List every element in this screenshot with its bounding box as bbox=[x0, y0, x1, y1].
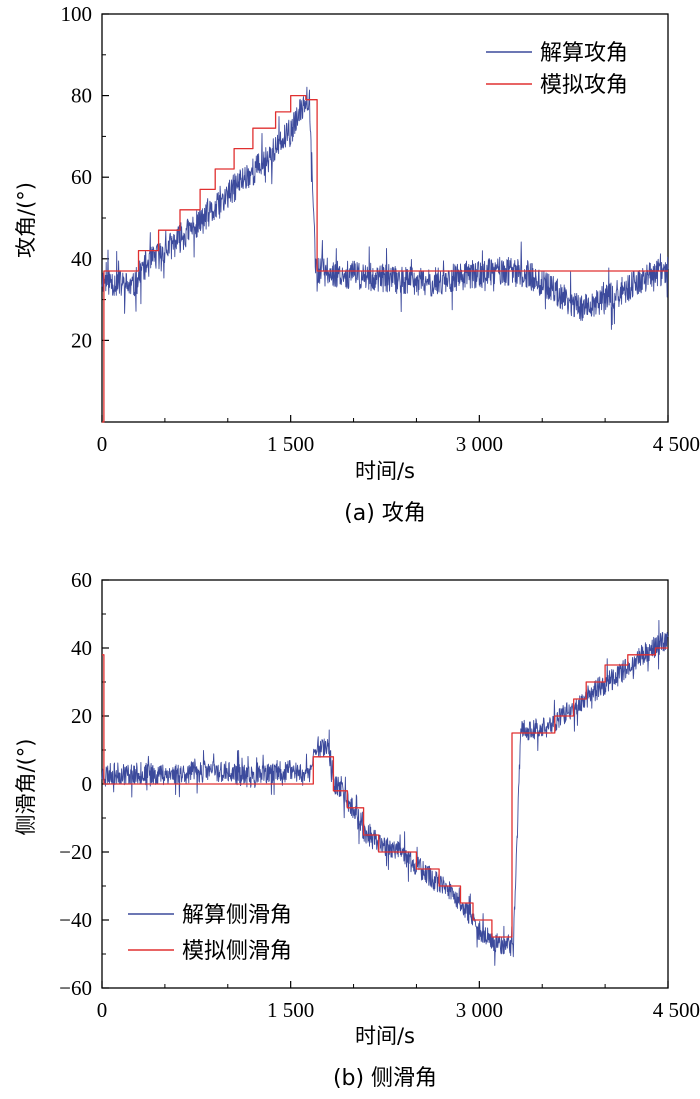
x-axis: 0 1 500 3 000 4 500 bbox=[97, 981, 700, 1022]
y-tick-label: 60 bbox=[71, 165, 92, 189]
y-axis-title: 侧滑角/(°) bbox=[14, 739, 38, 836]
series-group bbox=[101, 619, 669, 966]
series-line-simulated bbox=[102, 94, 668, 423]
legend-label-solved: 解算攻角 bbox=[540, 41, 628, 66]
x-tick-label: 1 500 bbox=[267, 432, 314, 456]
legend: 解算侧滑角 模拟侧滑角 bbox=[128, 903, 292, 964]
y-tick-label: −60 bbox=[59, 976, 92, 1000]
x-tick-label: 4 500 bbox=[653, 432, 700, 456]
x-tick-label: 0 bbox=[97, 998, 108, 1022]
y-tick-label: 0 bbox=[82, 772, 93, 796]
y-axis-title: 攻角/(°) bbox=[14, 182, 38, 258]
x-tick-label: 1 500 bbox=[267, 998, 314, 1022]
y-tick-label: 80 bbox=[71, 84, 92, 108]
legend: 解算攻角 模拟攻角 bbox=[486, 41, 628, 98]
x-tick-label: 4 500 bbox=[653, 998, 700, 1022]
y-tick-label: 40 bbox=[71, 247, 92, 271]
legend-label-simulated: 模拟攻角 bbox=[540, 73, 628, 98]
series-line-simulated bbox=[102, 647, 668, 938]
series-line-solved bbox=[101, 86, 669, 330]
y-axis: −60 −40 −20 0 20 40 60 bbox=[59, 568, 109, 1000]
y-tick-label: −20 bbox=[59, 840, 92, 864]
y-tick-label: 40 bbox=[71, 636, 92, 660]
legend-label-solved: 解算侧滑角 bbox=[182, 903, 292, 928]
x-tick-label: 0 bbox=[97, 432, 108, 456]
y-tick-label: −40 bbox=[59, 908, 92, 932]
y-tick-label: 60 bbox=[71, 568, 92, 592]
chart-attack-angle: 20 40 60 80 100 0 1 500 3 000 4 500 解算攻角 模拟攻角 时… bbox=[14, 2, 700, 526]
y-tick-label: 20 bbox=[71, 328, 92, 352]
chart-caption: (a) 攻角 bbox=[344, 501, 426, 526]
y-axis: 20 40 60 80 100 bbox=[61, 2, 109, 352]
series-group bbox=[101, 86, 669, 423]
y-tick-label: 20 bbox=[71, 704, 92, 728]
x-tick-label: 3 000 bbox=[456, 432, 503, 456]
x-axis: 0 1 500 3 000 4 500 bbox=[97, 415, 700, 456]
legend-label-simulated: 模拟侧滑角 bbox=[182, 939, 292, 964]
chart-sideslip-angle: −60 −40 −20 0 20 40 60 0 1 500 3 000 4 500 解算侧滑角 … bbox=[14, 568, 700, 1091]
x-axis-title: 时间/s bbox=[355, 1024, 415, 1048]
y-tick-label: 100 bbox=[61, 2, 93, 26]
x-axis-title: 时间/s bbox=[355, 459, 415, 483]
chart-caption: (b) 侧滑角 bbox=[333, 1066, 437, 1091]
x-tick-label: 3 000 bbox=[456, 998, 503, 1022]
